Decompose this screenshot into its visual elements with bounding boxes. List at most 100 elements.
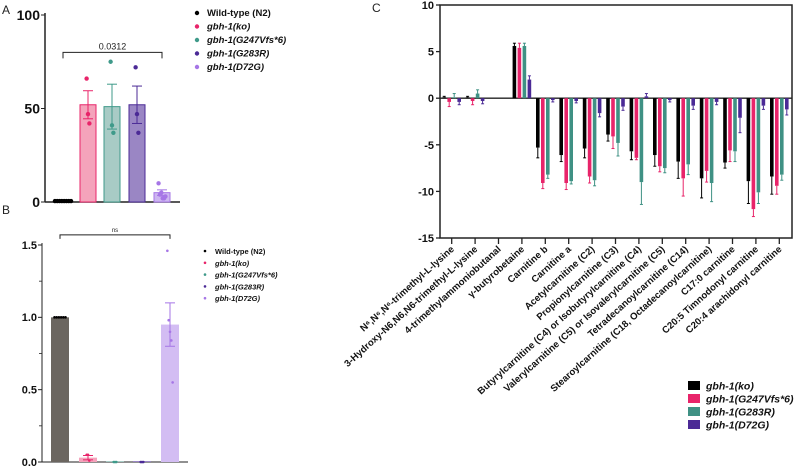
bar: [582, 98, 587, 149]
legend-swatch: [688, 394, 700, 403]
data-point: [59, 316, 63, 319]
y-tick-label: 1.5: [22, 240, 37, 252]
data-point: [109, 123, 115, 128]
bar: [79, 104, 97, 203]
panel-label-b: B: [2, 203, 10, 217]
bar: [668, 98, 672, 101]
chart-panel-c: -15 -10 -5 0 5 10 N⁶,N⁶,N⁶-trimethyl-L-lysine3…: [342, 0, 794, 432]
significance-bracket: [62, 51, 163, 59]
legend-marker: [203, 296, 207, 300]
bar: [644, 96, 649, 99]
chart-panel-a: 0 50 100 0.0312 Wild-type (N2) gbh-1(ko) gbh-1…: [17, 7, 287, 210]
x-tick-label: 3-Hydroxy-N6,N6,N6-trimethyl-L-lysine: [342, 244, 480, 370]
data-point: [108, 59, 113, 64]
data-point: [88, 459, 91, 462]
bar: [681, 98, 685, 179]
data-point: [156, 181, 161, 186]
bar: [709, 98, 714, 184]
legend-label: gbh-1(ko): [206, 22, 250, 33]
bar: [770, 98, 774, 177]
bar: [780, 98, 784, 175]
data-point: [87, 121, 92, 126]
bar: [161, 324, 179, 462]
bar: [756, 98, 761, 193]
data-point: [134, 111, 140, 117]
x-tick-label: 4-trimethylammoniobutanal: [403, 244, 504, 336]
data-point: [171, 381, 174, 384]
panel-label-a: A: [2, 3, 10, 17]
bar: [480, 98, 485, 101]
data-point: [166, 249, 169, 253]
data-point: [55, 316, 58, 319]
legend-swatch: [688, 381, 700, 390]
y-tick-label: 0: [428, 93, 434, 105]
bar: [634, 98, 639, 158]
bar: [686, 98, 690, 165]
bar: [475, 93, 480, 99]
bar: [785, 98, 789, 110]
plot-frame: [439, 4, 793, 239]
y-tick-label: 0.0: [22, 457, 37, 468]
bar: [442, 97, 446, 99]
legend-label: gbh-1(ko): [214, 259, 250, 268]
bar: [569, 98, 573, 182]
bar: [714, 98, 719, 102]
bar: [691, 98, 695, 106]
data-point: [142, 460, 145, 464]
legend-marker: [203, 285, 207, 288]
legend-marker: [194, 51, 200, 56]
y-tick-label: 50: [24, 100, 40, 116]
legend-label: gbh-1(ko): [705, 381, 754, 393]
bar: [738, 98, 742, 118]
legend-label: gbh-1(G247Vfs*6): [206, 35, 286, 46]
y-tick-label: 1.0: [22, 312, 37, 324]
bar: [527, 79, 532, 99]
y-tick-label: -15: [418, 233, 434, 245]
y-tick-label: 0.5: [22, 385, 37, 397]
legend-marker: [194, 37, 200, 43]
bar: [611, 98, 615, 137]
bar: [621, 98, 625, 107]
data-point: [57, 316, 61, 319]
y-tick-label: 100: [17, 7, 41, 23]
bar: [541, 98, 545, 184]
legend-label: Wild-type (N2): [207, 8, 271, 19]
panel-label-c: C: [372, 1, 381, 15]
bar: [597, 98, 602, 114]
bar: [728, 98, 732, 151]
data-point: [167, 318, 170, 322]
bar: [751, 98, 756, 210]
bar: [592, 98, 597, 181]
legend-marker: [194, 24, 200, 29]
legend-marker: [194, 10, 200, 16]
data-point: [168, 330, 172, 334]
bar: [452, 97, 456, 99]
chart-panel-b: 0.0 0.5 1.0 1.5 ns Wild-type (N2) gbh-1(ko) gbh…: [22, 228, 278, 468]
bar: [457, 98, 461, 102]
bar: [699, 98, 704, 179]
bar: [51, 317, 69, 462]
bar: [564, 98, 568, 184]
data-point: [62, 316, 65, 319]
legend-label: gbh-1(G247Vfs*6): [214, 271, 278, 280]
bar: [470, 98, 475, 101]
legend-marker: [194, 64, 200, 70]
bar: [606, 98, 610, 135]
data-point: [64, 316, 67, 319]
x-tick-label: N⁶,N⁶,N⁶-trimethyl-L-lysine: [358, 244, 456, 334]
bar: [746, 98, 751, 182]
significance-label: ns: [112, 228, 118, 234]
y-tick-label: 10: [422, 0, 434, 12]
legend-marker: [203, 261, 207, 265]
legend-label: gbh-1(D72G): [705, 420, 770, 432]
bar: [676, 98, 680, 162]
data-point: [159, 190, 164, 195]
bar: [761, 98, 766, 106]
y-tick-label: 5: [428, 47, 434, 59]
legend-marker: [203, 249, 207, 253]
legend-label: Wild-type (N2): [215, 247, 266, 256]
significance-label: 0.0312: [99, 41, 127, 51]
bar: [546, 98, 550, 175]
bar: [447, 98, 451, 102]
